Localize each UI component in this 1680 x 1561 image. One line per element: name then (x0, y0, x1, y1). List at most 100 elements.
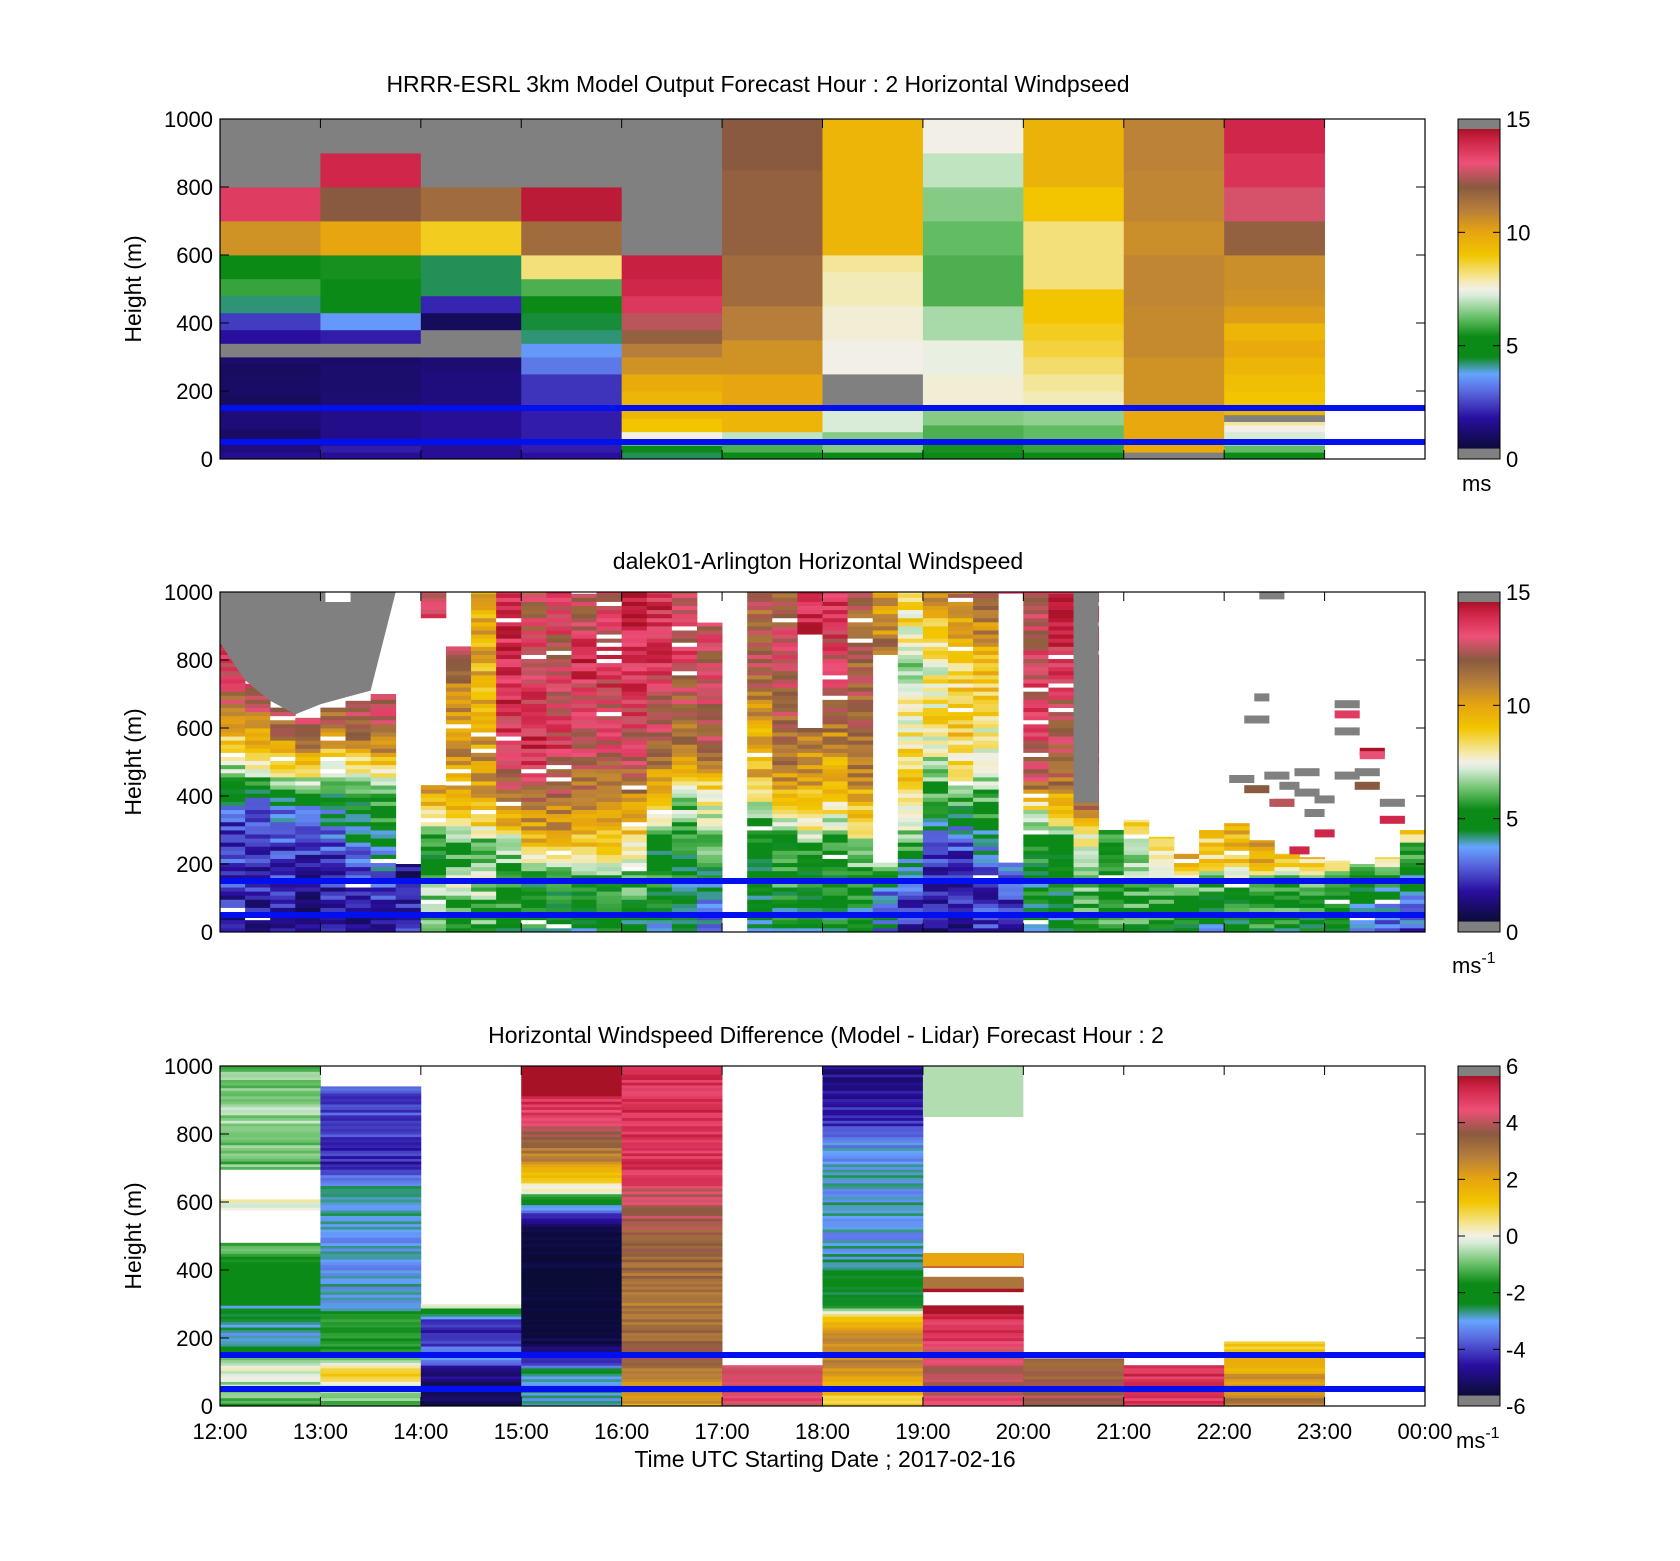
lidar-cell (797, 768, 823, 774)
difference-cell (320, 1308, 422, 1312)
difference-cell (220, 1318, 321, 1323)
lidar-cell (345, 903, 372, 908)
lidar-cell (270, 715, 296, 721)
difference-cell (521, 1210, 623, 1214)
lidar-cell (772, 650, 798, 655)
lidar-cell (1249, 840, 1275, 843)
lidar-cell (772, 801, 798, 806)
lidar-cell (445, 809, 472, 815)
lidar-cell (420, 907, 447, 912)
lidar-cell (571, 927, 597, 933)
difference-cell (521, 1365, 623, 1369)
lidar-cell (1274, 895, 1300, 900)
model-cell (1023, 357, 1125, 375)
lidar-cell (471, 654, 497, 660)
lidar-cell (822, 621, 849, 627)
model-cell (420, 452, 522, 460)
lidar-cell (696, 752, 723, 757)
model-cell (1123, 221, 1225, 256)
lidar-cell (948, 817, 974, 823)
lidar-cell (922, 785, 949, 790)
lidar-cell (546, 834, 572, 839)
lidar-cell (220, 805, 246, 810)
lidar-cell (897, 883, 924, 888)
model-cell (922, 340, 1024, 375)
lidar-cell (1048, 825, 1074, 831)
difference-cell (320, 1234, 422, 1238)
lidar-cell (1148, 927, 1175, 933)
lidar-cell (1148, 850, 1175, 855)
lidar-cell (822, 650, 849, 655)
lidar-cell (696, 670, 723, 676)
lidar-cell (521, 719, 547, 725)
lidar-cell (897, 793, 924, 798)
lidar-cell (1123, 891, 1150, 896)
lidar-cell (1023, 846, 1049, 851)
lidar-cell (496, 821, 522, 827)
difference-cell (521, 1318, 623, 1323)
difference-cell (420, 1367, 522, 1372)
lidar-cell (772, 621, 798, 627)
lidar-cell (621, 638, 648, 643)
lidar-cell (420, 850, 447, 855)
lidar-cell (370, 821, 397, 827)
lidar-cell (621, 813, 648, 819)
lidar-cell (772, 862, 798, 868)
lidar-cell (1324, 923, 1351, 929)
lidar-cell (847, 756, 874, 762)
lidar-cell (496, 674, 522, 680)
lidar-cell (948, 838, 974, 843)
lidar-cell (747, 825, 773, 831)
difference-cell (722, 1365, 823, 1369)
lidar-cell (370, 903, 397, 908)
lidar-cell (345, 785, 372, 790)
lidar-cell (596, 899, 623, 904)
difference-cell (621, 1397, 723, 1401)
difference-cell (822, 1144, 924, 1148)
lidar-cell (822, 919, 849, 925)
difference-cell (621, 1291, 723, 1295)
lidar-cell (973, 797, 999, 802)
lidar-cell (521, 842, 547, 847)
difference-cell (320, 1106, 422, 1110)
lidar-cell (1048, 768, 1074, 774)
lidar-cell (646, 895, 673, 900)
difference-cell (822, 1196, 924, 1200)
lidar-cell (1173, 891, 1200, 896)
lidar-cell (822, 699, 849, 704)
lidar-cell (973, 846, 999, 851)
lidar-cell (973, 597, 999, 602)
lidar-cell (948, 707, 974, 713)
difference-cell (220, 1397, 321, 1401)
lidar-cell (345, 764, 372, 770)
lidar-cell (973, 870, 999, 876)
lidar-cell (973, 634, 999, 639)
lidar-cell (546, 887, 572, 892)
lidar-cell (797, 630, 823, 635)
lidar-cell (521, 789, 547, 794)
lidar-cell (847, 638, 874, 643)
lidar-cell (345, 907, 372, 912)
lidar-cell (973, 781, 999, 786)
lidar-cell (496, 617, 522, 623)
lidar-cell (922, 670, 949, 676)
lidar-cell (420, 887, 447, 892)
difference-cell (621, 1163, 723, 1168)
lidar-cell (596, 858, 623, 864)
lidar-cell (370, 785, 397, 790)
lidar-cell (546, 613, 572, 619)
difference-cell (822, 1090, 924, 1094)
lidar-cell (1023, 679, 1049, 684)
lidar-cell (471, 695, 497, 700)
lidar-cell (245, 695, 271, 700)
lidar-cell (1274, 903, 1300, 908)
lidar-cell (496, 813, 522, 819)
lidar-cell (295, 899, 321, 904)
lidar-cell (646, 674, 673, 680)
lidar-cell (621, 687, 648, 692)
difference-cell (521, 1278, 623, 1282)
difference-cell (320, 1240, 422, 1244)
lidar-cell (897, 740, 924, 745)
lidar-cell (270, 756, 296, 762)
lidar-cell (295, 838, 321, 843)
